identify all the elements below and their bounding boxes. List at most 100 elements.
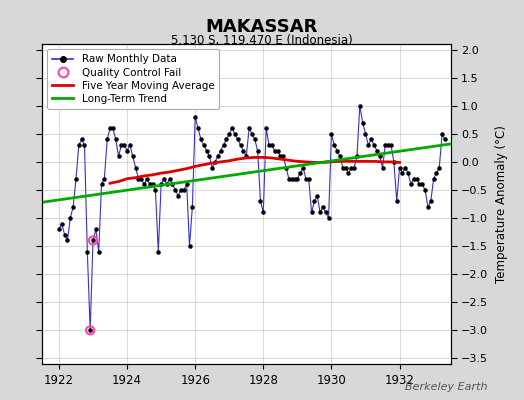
Point <box>234 136 242 143</box>
Point <box>97 181 106 188</box>
Point <box>347 164 355 171</box>
Point <box>132 164 140 171</box>
Point <box>333 148 341 154</box>
Point <box>134 176 143 182</box>
Text: 5.130 S, 119.470 E (Indonesia): 5.130 S, 119.470 E (Indonesia) <box>171 34 353 47</box>
Point <box>270 148 279 154</box>
Point <box>214 153 222 160</box>
Point <box>168 181 177 188</box>
Point <box>302 176 310 182</box>
Point <box>296 170 304 176</box>
Point <box>279 153 287 160</box>
Point <box>177 187 185 193</box>
Point <box>191 114 199 120</box>
Point <box>293 176 301 182</box>
Point <box>327 131 335 137</box>
Point <box>188 204 196 210</box>
Point <box>342 164 350 171</box>
Point <box>381 142 389 148</box>
Point <box>108 125 117 132</box>
Point <box>66 215 74 221</box>
Point <box>140 181 148 188</box>
Point <box>373 148 381 154</box>
Point <box>92 226 100 232</box>
Point <box>350 164 358 171</box>
Y-axis label: Temperature Anomaly (°C): Temperature Anomaly (°C) <box>495 125 508 283</box>
Point <box>432 170 441 176</box>
Point <box>336 153 344 160</box>
Point <box>231 131 239 137</box>
Point <box>412 176 421 182</box>
Point <box>112 136 120 143</box>
Point <box>330 142 339 148</box>
Point <box>220 142 228 148</box>
Point <box>424 204 432 210</box>
Point <box>58 220 66 227</box>
Point <box>120 142 128 148</box>
Text: Berkeley Earth: Berkeley Earth <box>405 382 487 392</box>
Point <box>353 153 361 160</box>
Point <box>356 102 364 109</box>
Point <box>166 176 174 182</box>
Point <box>441 136 449 143</box>
Point <box>427 198 435 204</box>
Point <box>410 176 418 182</box>
Point <box>86 327 94 334</box>
Point <box>239 148 248 154</box>
Point <box>222 136 231 143</box>
Point <box>276 153 285 160</box>
Point <box>285 176 293 182</box>
Point <box>69 204 78 210</box>
Point <box>282 164 290 171</box>
Point <box>415 181 423 188</box>
Point <box>435 164 443 171</box>
Point <box>148 181 157 188</box>
Point <box>89 237 97 244</box>
Point <box>429 176 438 182</box>
Point <box>248 131 256 137</box>
Point <box>182 181 191 188</box>
Point <box>407 181 415 188</box>
Point <box>361 131 369 137</box>
Point <box>202 148 211 154</box>
Point <box>83 248 92 255</box>
Point <box>313 192 321 199</box>
Point <box>63 237 72 244</box>
Text: MAKASSAR: MAKASSAR <box>206 18 318 36</box>
Point <box>89 237 97 244</box>
Point <box>265 142 273 148</box>
Point <box>146 181 154 188</box>
Point <box>151 187 160 193</box>
Point <box>395 164 403 171</box>
Point <box>72 176 80 182</box>
Point <box>137 176 146 182</box>
Point <box>259 209 267 216</box>
Point <box>384 142 392 148</box>
Point <box>322 209 330 216</box>
Point <box>225 131 233 137</box>
Point <box>376 153 384 160</box>
Point <box>250 136 259 143</box>
Point <box>398 170 407 176</box>
Point <box>117 142 126 148</box>
Point <box>86 327 94 334</box>
Point <box>254 148 262 154</box>
Point <box>180 187 188 193</box>
Point <box>378 164 387 171</box>
Point <box>288 176 296 182</box>
Point <box>268 142 276 148</box>
Point <box>304 176 313 182</box>
Point <box>308 209 316 216</box>
Point <box>370 142 378 148</box>
Point <box>171 187 180 193</box>
Point <box>157 181 165 188</box>
Point <box>310 198 319 204</box>
Point <box>421 187 429 193</box>
Point <box>103 136 112 143</box>
Point <box>94 248 103 255</box>
Point <box>245 125 253 132</box>
Point <box>390 159 398 165</box>
Point <box>196 136 205 143</box>
Point <box>200 142 208 148</box>
Point <box>392 198 401 204</box>
